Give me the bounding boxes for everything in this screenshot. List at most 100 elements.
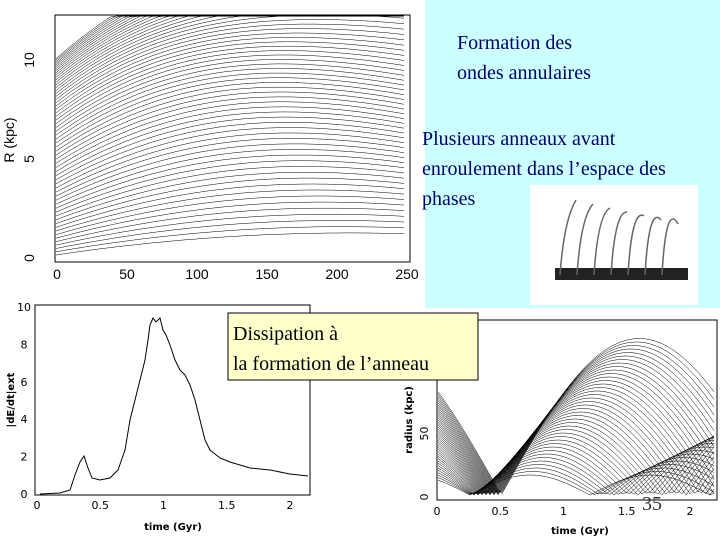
curve (55, 111, 405, 176)
curve (437, 345, 715, 493)
callout (227, 312, 479, 381)
curve (437, 376, 715, 493)
y-tick-label: 4 (21, 413, 28, 426)
y-tick-label: 10 (21, 52, 37, 68)
curve (437, 355, 715, 495)
curve (437, 362, 715, 493)
curve (437, 397, 715, 493)
page-number: 35 (642, 493, 662, 515)
curve (437, 380, 715, 493)
curve (437, 359, 715, 493)
curve (55, 195, 405, 235)
curve (437, 401, 715, 495)
curve (437, 369, 715, 496)
curve (437, 390, 715, 495)
curve (610, 211, 628, 276)
curve (55, 160, 405, 213)
curve (55, 226, 405, 253)
curve (55, 72, 405, 144)
curve (437, 404, 715, 496)
y-label: R (kpc) (1, 117, 17, 162)
curve (55, 189, 405, 232)
curve (55, 166, 405, 217)
callout-line: la formation de l’anneau (233, 353, 429, 375)
plot-left-frame (34, 304, 311, 496)
curve (644, 216, 662, 276)
y-tick-label: 0 (21, 254, 37, 262)
curve (55, 41, 405, 117)
x-tick-label: 100 (185, 266, 209, 282)
x-tick-label: 200 (325, 266, 349, 282)
x-tick-label: 1 (160, 499, 167, 512)
curve (55, 183, 405, 228)
x-tick-label: 0 (53, 266, 61, 282)
y-tick-label: 2 (21, 451, 28, 464)
x-tick-label: 1 (560, 505, 567, 518)
curve (55, 220, 405, 249)
y-tick-label: 0 (418, 494, 431, 501)
curve (55, 122, 405, 185)
x-tick-label: 150 (255, 266, 279, 282)
curve (437, 352, 715, 496)
curve (437, 338, 715, 495)
plot-right-curves (437, 338, 715, 496)
x-tick-label: 1.5 (218, 499, 236, 512)
title-line: Formation des (457, 32, 572, 54)
plot-left-ticks: 0 2 4 6 8 10 0 0.5 1 1.5 2 (17, 301, 294, 512)
curve (437, 366, 715, 495)
curve (55, 106, 405, 172)
curve (55, 132, 405, 193)
text-line: enroulement dans l’espace des (422, 158, 666, 180)
y-tick-label: 6 (21, 376, 28, 389)
y-tick-label: 10 (17, 301, 31, 314)
x-label: time (Gyr) (551, 526, 609, 537)
y-label: |dE/dt|ext (6, 372, 17, 427)
curve (437, 387, 715, 496)
curve (55, 68, 405, 140)
inset-band (555, 268, 688, 280)
plot-right-frame (436, 319, 718, 501)
plot-top-frame (54, 14, 411, 263)
curve (55, 86, 405, 156)
curve (593, 207, 611, 276)
curve (55, 154, 405, 209)
curve (55, 91, 405, 160)
curve (55, 63, 405, 136)
curve (55, 82, 405, 152)
curve (55, 28, 405, 107)
y-label: radius (kpc) (404, 386, 415, 454)
x-tick-label: 50 (119, 266, 135, 282)
title-line: ondes annulaires (457, 62, 591, 84)
curve (437, 443, 715, 495)
x-label: time (Gyr) (144, 522, 202, 533)
curve (559, 199, 577, 276)
x-tick-label: 0.5 (492, 505, 510, 518)
curve (55, 54, 405, 128)
y-tick-label: 0 (21, 488, 28, 501)
curve (55, 59, 405, 132)
curve (437, 373, 715, 495)
curve (55, 45, 405, 121)
curve (55, 149, 405, 205)
curve (576, 203, 594, 276)
inset-curves (559, 199, 679, 276)
curve (437, 425, 715, 495)
x-tick-label: 2 (687, 505, 694, 518)
x-tick-label: 2 (287, 499, 294, 512)
curve (437, 394, 715, 493)
curve (437, 341, 715, 493)
y-tick-label: 5 (21, 155, 37, 163)
text-line: Plusieurs anneaux avant (422, 128, 616, 150)
curve (55, 32, 405, 110)
curve (55, 172, 405, 221)
callout-line: Dissipation à (233, 323, 338, 345)
y-tick-label: 8 (21, 338, 28, 351)
curve (627, 214, 645, 276)
curve (55, 127, 405, 189)
curve (437, 383, 715, 495)
x-tick-label: 0.5 (92, 499, 110, 512)
curve (55, 77, 405, 148)
x-tick-label: 0 (34, 499, 41, 512)
